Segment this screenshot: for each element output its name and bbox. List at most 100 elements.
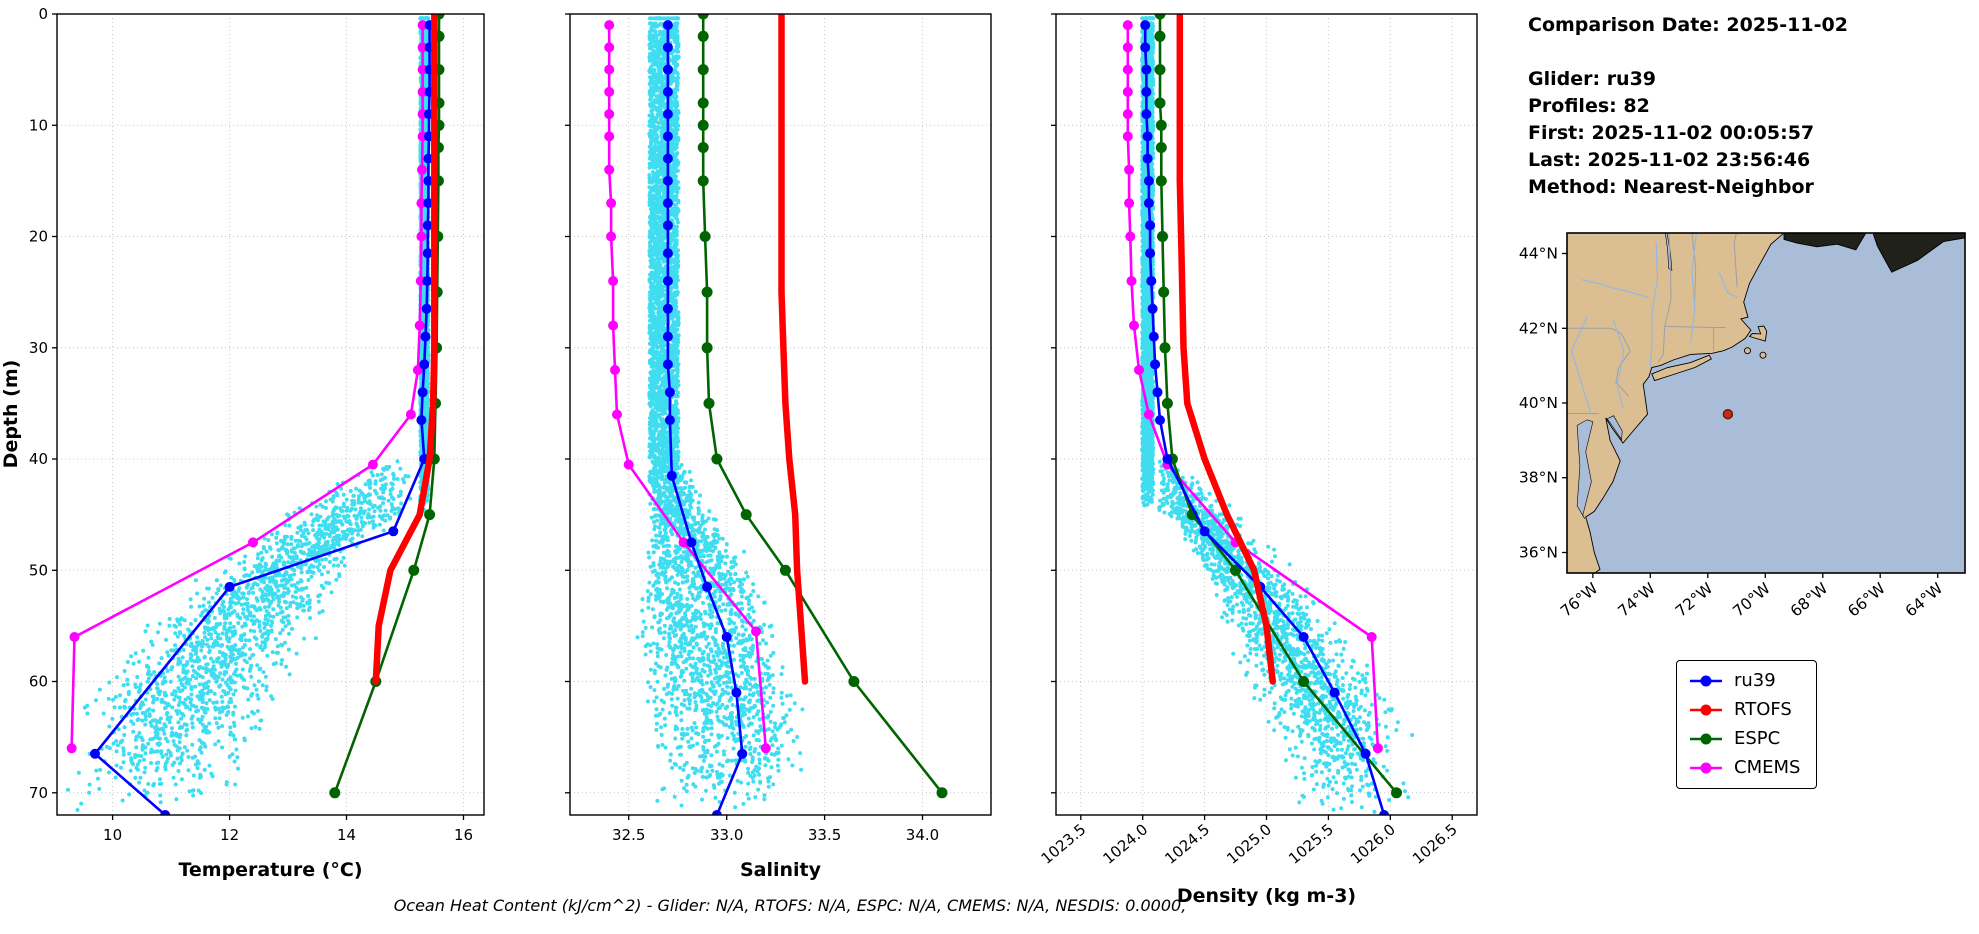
legend-label: RTOFS bbox=[1734, 699, 1792, 720]
svg-text:66°W: 66°W bbox=[1844, 579, 1888, 620]
state-borders bbox=[1567, 233, 1738, 414]
svg-text:50: 50 bbox=[29, 561, 48, 579]
profiles-count-text: Profiles: 82 bbox=[1528, 95, 1650, 117]
series-RTOFS bbox=[372, 14, 438, 685]
svg-text:16: 16 bbox=[454, 826, 473, 844]
svg-text:1026.5: 1026.5 bbox=[1409, 820, 1461, 868]
svg-text:1024.0: 1024.0 bbox=[1099, 820, 1151, 868]
legend-swatch-rtofs bbox=[1690, 704, 1722, 716]
svg-text:40°N: 40°N bbox=[1519, 394, 1558, 412]
info-spacer bbox=[1528, 39, 1848, 66]
series-CMEMS bbox=[66, 20, 428, 754]
density-profile-svg: 1023.5 1024.0 1024.5 1025.0 1025.5 1026.0 1026… bbox=[1038, 13, 1478, 907]
svg-text:10: 10 bbox=[29, 116, 48, 134]
info-panel: Comparison Date: 2025-11-02 Glider: ru39… bbox=[1528, 12, 1848, 201]
location-map: 76°W 74°W 72°W 70°W 68°W 66°W 64°W 36°N 38°N 40°N… bbox=[1500, 228, 1979, 668]
legend-item-ru39: ru39 bbox=[1687, 670, 1800, 692]
svg-text:76°W: 76°W bbox=[1557, 579, 1601, 620]
svg-text:34.0: 34.0 bbox=[906, 826, 939, 844]
svg-text:14: 14 bbox=[337, 826, 356, 844]
grid bbox=[1056, 13, 1477, 815]
x-tick-labels: 32.5 33.0 33.5 34.0 bbox=[612, 826, 939, 844]
map-x-tick-labels: 76°W 74°W 72°W 70°W 68°W 66°W 64°W bbox=[1557, 579, 1946, 620]
method-text: Method: Nearest-Neighbor bbox=[1528, 176, 1814, 198]
scatter-glider-points bbox=[635, 16, 805, 810]
comparison-date-text: Comparison Date: 2025-11-02 bbox=[1528, 14, 1848, 36]
svg-text:10: 10 bbox=[103, 826, 122, 844]
y-axis-title: Depth (m) bbox=[0, 360, 22, 469]
svg-text:1024.5: 1024.5 bbox=[1161, 820, 1213, 868]
legend: ru39 RTOFS ESPC CMEMS bbox=[1676, 660, 1818, 789]
legend-item-espc: ESPC bbox=[1687, 728, 1800, 750]
grid bbox=[570, 13, 991, 815]
svg-text:74°W: 74°W bbox=[1615, 579, 1659, 620]
svg-text:68°W: 68°W bbox=[1787, 579, 1831, 620]
svg-text:12: 12 bbox=[220, 826, 239, 844]
svg-text:40: 40 bbox=[29, 450, 48, 468]
series-RTOFS bbox=[778, 14, 809, 685]
svg-text:38°N: 38°N bbox=[1519, 469, 1558, 487]
axis-ticks bbox=[52, 13, 465, 820]
axis-ticks bbox=[1051, 13, 1453, 820]
svg-text:70: 70 bbox=[29, 784, 48, 802]
axis-ticks bbox=[565, 13, 924, 820]
svg-text:33.0: 33.0 bbox=[710, 826, 743, 844]
svg-text:20: 20 bbox=[29, 228, 48, 246]
legend-swatch-cmems bbox=[1690, 762, 1722, 774]
land-polygon bbox=[1748, 325, 1768, 342]
temperature-profile-svg: 10 12 14 16 0 10 20 30 40 50 60 70 Temperature (°C) D… bbox=[0, 5, 485, 881]
svg-text:64°W: 64°W bbox=[1902, 579, 1946, 620]
series-ru39 bbox=[90, 20, 435, 815]
svg-text:72°W: 72°W bbox=[1672, 579, 1716, 620]
glider-name-text: Glider: ru39 bbox=[1528, 68, 1657, 90]
scatter-glider-points bbox=[66, 16, 431, 812]
series-ru39 bbox=[662, 20, 748, 815]
land-polygon bbox=[1567, 233, 1785, 573]
svg-text:42°N: 42°N bbox=[1519, 319, 1558, 337]
salinity-profile-chart: 32.5 33.0 33.5 34.0 Salinity bbox=[513, 0, 999, 934]
series-ESPC bbox=[697, 14, 948, 799]
map-y-tick-labels: 36°N 38°N 40°N 42°N 44°N bbox=[1519, 245, 1558, 562]
island bbox=[1759, 351, 1767, 359]
density-profile-chart: 1023.5 1024.0 1024.5 1025.0 1025.5 1026.0 1026… bbox=[999, 0, 1485, 934]
last-profile-text: Last: 2025-11-02 23:56:46 bbox=[1528, 149, 1811, 171]
svg-text:33.5: 33.5 bbox=[808, 826, 841, 844]
svg-text:0: 0 bbox=[38, 5, 48, 23]
svg-text:32.5: 32.5 bbox=[612, 826, 645, 844]
bay-water bbox=[1576, 419, 1594, 519]
legend-item-cmems: CMEMS bbox=[1687, 757, 1800, 779]
glider-position-marker bbox=[1722, 408, 1734, 420]
bay-water bbox=[1606, 415, 1623, 441]
x-axis-title: Salinity bbox=[740, 859, 822, 881]
x-axis-title: Temperature (°C) bbox=[178, 859, 362, 881]
rivers bbox=[1570, 233, 1739, 416]
grid bbox=[57, 13, 484, 815]
map-ticks bbox=[1562, 252, 1939, 578]
series-RTOFS bbox=[1176, 14, 1276, 685]
legend-item-rtofs: RTOFS bbox=[1687, 699, 1800, 721]
svg-text:60: 60 bbox=[29, 673, 48, 691]
y-tick-labels: 0 10 20 30 40 50 60 70 bbox=[29, 5, 48, 802]
legend-label: ESPC bbox=[1734, 728, 1781, 749]
ohc-caption: Ocean Heat Content (kJ/cm^2) - Glider: N… bbox=[393, 896, 1187, 915]
salinity-profile-svg: 32.5 33.0 33.5 34.0 Salinity bbox=[565, 13, 992, 881]
legend-swatch-espc bbox=[1690, 733, 1722, 745]
svg-text:1025.5: 1025.5 bbox=[1285, 820, 1337, 868]
land-polygon bbox=[1651, 354, 1712, 382]
legend-label: CMEMS bbox=[1734, 757, 1801, 778]
x-tick-labels: 10 12 14 16 bbox=[103, 826, 473, 844]
x-axis-title: Density (kg m-3) bbox=[1177, 885, 1356, 907]
svg-text:1025.0: 1025.0 bbox=[1223, 820, 1275, 868]
series-CMEMS bbox=[604, 20, 771, 754]
svg-text:30: 30 bbox=[29, 339, 48, 357]
map-svg: 76°W 74°W 72°W 70°W 68°W 66°W 64°W 36°N 38°N 40°N… bbox=[1519, 232, 1966, 621]
series-ru39 bbox=[1140, 20, 1390, 815]
plot-frame bbox=[569, 13, 992, 816]
series-CMEMS bbox=[1122, 20, 1383, 754]
dark-land-polygon bbox=[1783, 233, 1867, 251]
island bbox=[1744, 347, 1751, 355]
svg-text:1026.0: 1026.0 bbox=[1347, 820, 1399, 868]
plot-frame bbox=[56, 13, 485, 816]
svg-text:70°W: 70°W bbox=[1730, 579, 1774, 620]
